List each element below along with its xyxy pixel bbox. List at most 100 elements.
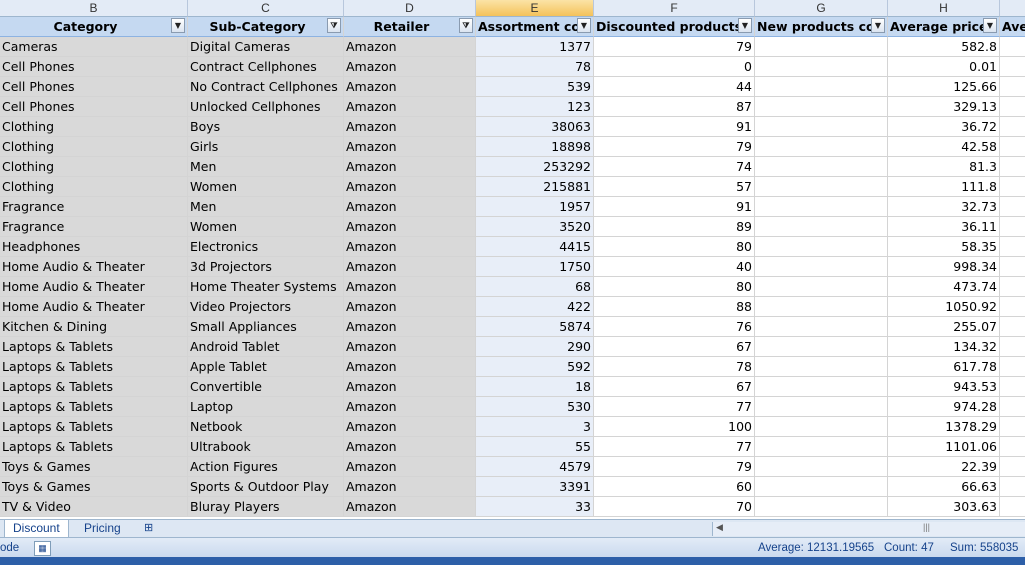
table-cell[interactable]: 80 [594, 237, 755, 257]
table-cell[interactable]: Ultrabook [188, 437, 344, 457]
table-cell[interactable]: Digital Cameras [188, 37, 344, 57]
table-cell[interactable]: 44 [594, 77, 755, 97]
table-cell[interactable]: Amazon [344, 97, 476, 117]
table-cell[interactable]: Girls [188, 137, 344, 157]
table-cell[interactable]: 134.32 [888, 337, 1000, 357]
table-cell[interactable]: Action Figures [188, 457, 344, 477]
table-cell[interactable]: 33 [476, 497, 594, 517]
table-cell[interactable]: 4579 [476, 457, 594, 477]
table-cell[interactable]: 78 [594, 357, 755, 377]
table-cell[interactable]: Amazon [344, 37, 476, 57]
table-cell[interactable]: Cell Phones [0, 57, 188, 77]
table-cell[interactable]: 592 [476, 357, 594, 377]
table-cell[interactable] [1000, 377, 1025, 397]
table-cell[interactable]: Amazon [344, 377, 476, 397]
table-cell[interactable]: Laptops & Tablets [0, 337, 188, 357]
table-cell[interactable]: 0.01 [888, 57, 1000, 77]
table-cell[interactable]: 998.34 [888, 257, 1000, 277]
table-cell[interactable] [1000, 197, 1025, 217]
header-cell[interactable]: Ave [1000, 17, 1025, 37]
header-cell[interactable]: Assortment cou ▼ [476, 17, 594, 37]
table-cell[interactable]: 1377 [476, 37, 594, 57]
filter-dropdown-icon[interactable]: ▼ [871, 18, 885, 33]
filter-active-icon[interactable]: ⧩ [459, 18, 473, 33]
column-header-6[interactable]: H [888, 0, 1000, 17]
table-cell[interactable]: 91 [594, 117, 755, 137]
table-cell[interactable]: Boys [188, 117, 344, 137]
column-header-5[interactable]: G [755, 0, 888, 17]
insert-sheet-icon[interactable]: ⊞ [144, 522, 154, 534]
table-cell[interactable]: Netbook [188, 417, 344, 437]
table-cell[interactable]: 70 [594, 497, 755, 517]
table-cell[interactable] [755, 337, 888, 357]
table-cell[interactable]: Women [188, 177, 344, 197]
filter-dropdown-icon[interactable]: ▼ [983, 18, 997, 33]
table-cell[interactable]: Home Audio & Theater [0, 277, 188, 297]
table-cell[interactable]: 3391 [476, 477, 594, 497]
table-cell[interactable]: 100 [594, 417, 755, 437]
filter-dropdown-icon[interactable]: ▼ [738, 18, 752, 33]
table-cell[interactable] [1000, 177, 1025, 197]
table-cell[interactable]: 81.3 [888, 157, 1000, 177]
table-cell[interactable]: 88 [594, 297, 755, 317]
table-cell[interactable]: 290 [476, 337, 594, 357]
table-cell[interactable]: 111.8 [888, 177, 1000, 197]
table-cell[interactable]: 42.58 [888, 137, 1000, 157]
table-cell[interactable]: Laptops & Tablets [0, 397, 188, 417]
table-cell[interactable] [1000, 417, 1025, 437]
table-cell[interactable]: 60 [594, 477, 755, 497]
table-cell[interactable]: 530 [476, 397, 594, 417]
table-cell[interactable]: Clothing [0, 157, 188, 177]
table-cell[interactable] [755, 77, 888, 97]
filter-dropdown-icon[interactable]: ▼ [171, 18, 185, 33]
table-cell[interactable] [755, 197, 888, 217]
table-cell[interactable]: 3 [476, 417, 594, 437]
table-cell[interactable]: 422 [476, 297, 594, 317]
table-cell[interactable] [1000, 57, 1025, 77]
table-cell[interactable]: 5874 [476, 317, 594, 337]
table-cell[interactable]: 3d Projectors [188, 257, 344, 277]
header-cell[interactable]: Retailer ⧩ [344, 17, 476, 37]
table-cell[interactable] [755, 417, 888, 437]
table-cell[interactable]: 68 [476, 277, 594, 297]
table-cell[interactable]: Amazon [344, 57, 476, 77]
table-cell[interactable]: 74 [594, 157, 755, 177]
column-header-1[interactable]: C [188, 0, 344, 17]
table-cell[interactable]: 22.39 [888, 457, 1000, 477]
table-cell[interactable] [1000, 357, 1025, 377]
table-cell[interactable]: 539 [476, 77, 594, 97]
table-cell[interactable] [755, 97, 888, 117]
table-cell[interactable]: 40 [594, 257, 755, 277]
table-cell[interactable] [755, 297, 888, 317]
header-cell[interactable]: Sub-Category ⧩ [188, 17, 344, 37]
table-cell[interactable]: Laptops & Tablets [0, 357, 188, 377]
table-cell[interactable]: Laptops & Tablets [0, 417, 188, 437]
table-cell[interactable] [1000, 297, 1025, 317]
table-cell[interactable]: TV & Video [0, 497, 188, 517]
table-cell[interactable]: 582.8 [888, 37, 1000, 57]
table-cell[interactable]: Electronics [188, 237, 344, 257]
table-cell[interactable] [1000, 317, 1025, 337]
header-cell[interactable]: New products cou ▼ [755, 17, 888, 37]
scroll-left-icon[interactable]: ◀ [716, 522, 723, 532]
table-cell[interactable] [755, 317, 888, 337]
table-cell[interactable]: Amazon [344, 277, 476, 297]
table-cell[interactable]: Video Projectors [188, 297, 344, 317]
table-cell[interactable]: Home Theater Systems [188, 277, 344, 297]
table-cell[interactable]: 66.63 [888, 477, 1000, 497]
table-cell[interactable]: Bluray Players [188, 497, 344, 517]
table-cell[interactable]: Cameras [0, 37, 188, 57]
table-cell[interactable]: 36.11 [888, 217, 1000, 237]
table-cell[interactable] [755, 37, 888, 57]
scroll-thumb-grip[interactable]: ||| [923, 522, 931, 532]
sheet-tab-discount[interactable]: Discount [4, 520, 69, 538]
table-cell[interactable]: 974.28 [888, 397, 1000, 417]
table-cell[interactable] [1000, 117, 1025, 137]
table-cell[interactable]: Amazon [344, 417, 476, 437]
table-cell[interactable]: Fragrance [0, 197, 188, 217]
table-cell[interactable] [1000, 217, 1025, 237]
table-cell[interactable]: 77 [594, 437, 755, 457]
table-cell[interactable]: Amazon [344, 397, 476, 417]
table-cell[interactable]: Clothing [0, 137, 188, 157]
table-cell[interactable] [1000, 437, 1025, 457]
